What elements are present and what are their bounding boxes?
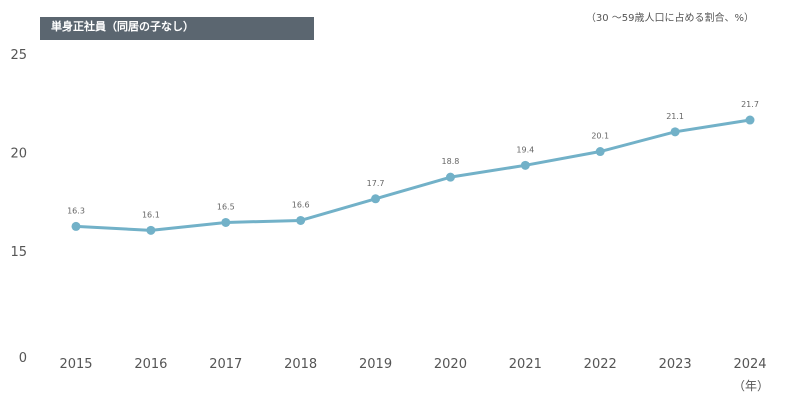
data-label: 19.4 — [516, 145, 534, 154]
data-point — [296, 215, 306, 225]
data-label: 21.7 — [741, 100, 759, 109]
x-tick-label: 2018 — [284, 357, 317, 372]
data-label: 17.7 — [367, 179, 385, 188]
x-tick-label: 2017 — [209, 357, 242, 372]
y-tick-label: 15 — [10, 245, 27, 260]
data-point — [445, 172, 455, 182]
x-tick-label: 2019 — [359, 357, 392, 372]
data-point — [71, 221, 81, 231]
x-tick-label: 2021 — [509, 357, 542, 372]
data-label: 21.1 — [666, 112, 684, 121]
data-label: 16.5 — [217, 202, 235, 211]
series-line — [74, 118, 752, 232]
data-point — [595, 147, 605, 157]
unit-note: （30 〜59歳人口に占める割合、%） — [585, 13, 754, 24]
data-label: 20.1 — [591, 132, 609, 141]
x-tick-label: 2022 — [584, 357, 617, 372]
y-tick-label: 0 — [19, 351, 27, 366]
data-point — [745, 115, 755, 125]
x-tick-label: 2015 — [59, 357, 92, 372]
data-label: 16.1 — [142, 210, 160, 219]
chart-title: 単身正社員（同居の子なし） — [51, 20, 194, 33]
data-point — [371, 194, 381, 204]
x-tick-label: 2020 — [434, 357, 467, 372]
data-label: 16.6 — [292, 200, 310, 209]
data-label: 18.8 — [442, 157, 460, 166]
data-point — [146, 225, 156, 235]
chart-title-background — [40, 17, 314, 40]
data-point — [520, 160, 530, 170]
x-tick-label: 2016 — [134, 357, 167, 372]
y-tick-label: 20 — [10, 147, 27, 162]
x-axis-unit-label: （年） — [733, 379, 770, 393]
y-tick-label: 25 — [10, 48, 27, 63]
data-point — [221, 217, 231, 227]
data-point — [670, 127, 680, 137]
x-tick-label: 2023 — [659, 357, 692, 372]
x-tick-label: 2024 — [733, 357, 766, 372]
data-label: 16.3 — [67, 206, 85, 215]
